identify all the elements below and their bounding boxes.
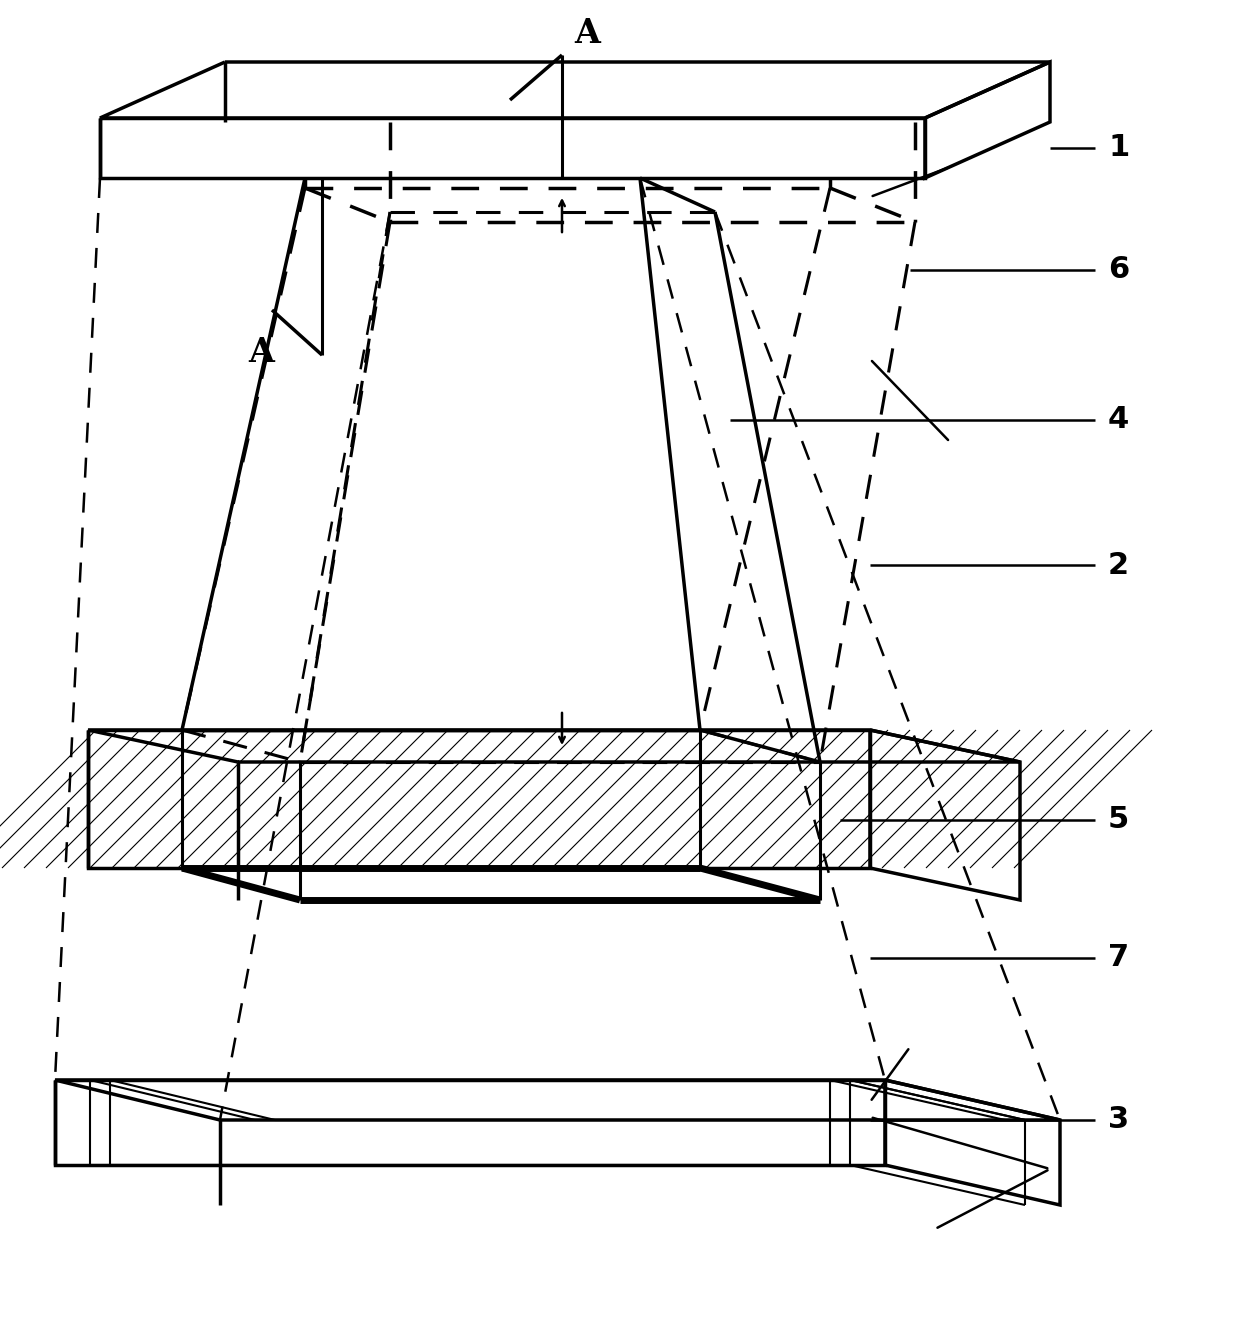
Text: A: A (248, 336, 274, 369)
Text: 5: 5 (1109, 806, 1130, 835)
Text: A: A (574, 17, 600, 50)
Text: 6: 6 (1109, 255, 1130, 284)
Text: 4: 4 (1109, 406, 1130, 435)
Text: 1: 1 (1109, 133, 1130, 162)
Text: 7: 7 (1109, 943, 1130, 972)
Polygon shape (88, 730, 1021, 763)
Text: 2: 2 (1109, 551, 1130, 579)
Text: 3: 3 (1109, 1105, 1130, 1134)
